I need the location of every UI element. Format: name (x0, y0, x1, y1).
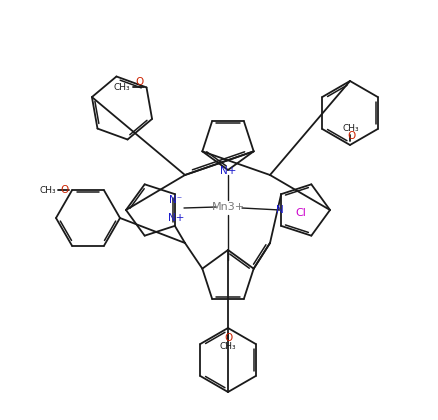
Text: N+: N+ (220, 166, 236, 176)
Text: N+: N+ (168, 213, 184, 223)
Text: Cl: Cl (295, 208, 306, 218)
Text: CH₃: CH₃ (220, 342, 237, 351)
Text: CH₃: CH₃ (114, 83, 131, 92)
Text: Mn3+: Mn3+ (212, 202, 244, 212)
Text: O: O (224, 333, 232, 343)
Text: N⁻: N⁻ (170, 195, 183, 205)
Text: CH₃: CH₃ (343, 124, 359, 133)
Text: O: O (61, 185, 69, 195)
Text: O: O (135, 77, 144, 87)
Text: N: N (276, 205, 284, 215)
Text: O: O (348, 131, 356, 141)
Text: CH₃: CH₃ (39, 186, 56, 195)
